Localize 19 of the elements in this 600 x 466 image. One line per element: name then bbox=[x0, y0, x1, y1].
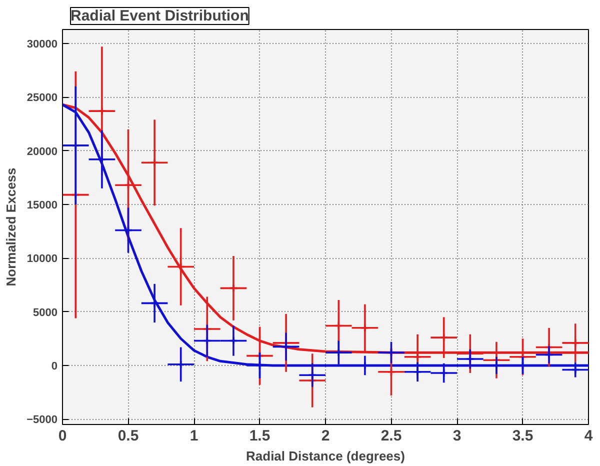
x-tick-label: 1.5 bbox=[249, 428, 270, 444]
y-tick-label: −5000 bbox=[26, 414, 58, 426]
y-tick-label: 15000 bbox=[26, 199, 58, 212]
x-tick-label: 2.5 bbox=[380, 428, 402, 444]
x-tick-label: 4 bbox=[584, 428, 594, 444]
y-tick-label: 25000 bbox=[26, 92, 58, 104]
x-tick-label: 2 bbox=[321, 428, 330, 444]
y-tick-label: 20000 bbox=[26, 146, 58, 158]
x-tick-label: 3.5 bbox=[512, 428, 534, 444]
y-tick-label: 10000 bbox=[26, 253, 58, 266]
x-axis-title: Radial Distance (degrees) bbox=[246, 448, 405, 464]
chart-title: Radial Event Distribution bbox=[70, 8, 249, 24]
x-tick-label: 1 bbox=[190, 428, 198, 444]
y-tick-label: 0 bbox=[51, 360, 58, 372]
y-tick-label: 5000 bbox=[33, 306, 58, 319]
x-tick-label: 0.5 bbox=[118, 428, 139, 444]
y-tick-label: 30000 bbox=[26, 38, 58, 50]
y-axis-title: Normalized Excess bbox=[4, 168, 19, 286]
x-tick-label: 3 bbox=[452, 428, 462, 444]
